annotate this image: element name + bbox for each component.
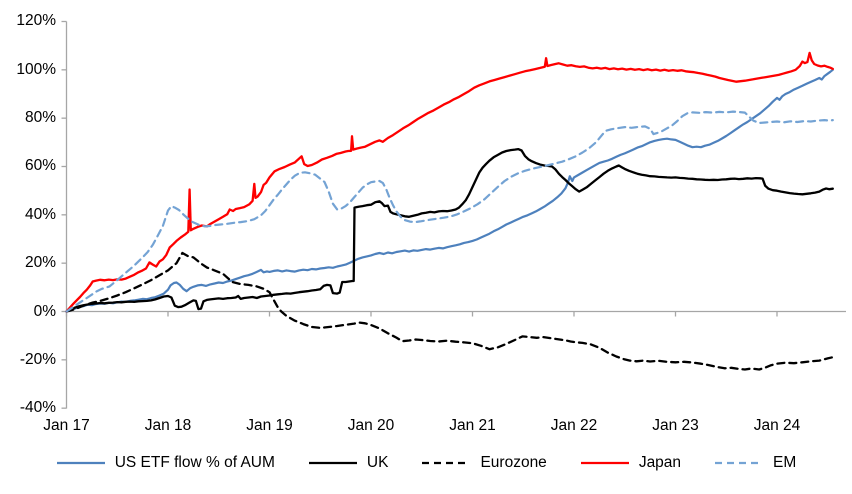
- y-axis-tick-label: -40%: [19, 399, 56, 417]
- y-axis-tick-label: 100%: [16, 60, 56, 78]
- y-axis-tick-label: 60%: [24, 157, 56, 175]
- x-axis-tick-label: Jan 18: [144, 417, 192, 434]
- x-axis-tick-label: Jan 19: [246, 417, 293, 434]
- legend-line-em: [715, 461, 764, 465]
- legend-label-japan: Japan: [638, 454, 682, 471]
- series-line-em: [65, 110, 834, 313]
- x-axis-tick-label: Jan 24: [753, 417, 801, 434]
- legend-line-us: [56, 461, 105, 465]
- y-axis-tick-label: 0%: [33, 302, 56, 320]
- legend-item-eurozone: Eurozone: [421, 453, 547, 473]
- x-axis-tick-label: Jan 23: [652, 417, 699, 434]
- x-axis-tick-label: Jan 20: [347, 417, 395, 434]
- y-axis-tick-label: 80%: [24, 109, 56, 127]
- y-axis-tick-label: 120%: [16, 12, 56, 30]
- legend-line-eurozone: [422, 461, 471, 465]
- legend-label-eurozone: Eurozone: [480, 454, 547, 471]
- chart-legend: US ETF flow % of AUM UK Eurozone Japan E…: [0, 453, 852, 473]
- y-axis-tick-label: 40%: [24, 205, 56, 223]
- x-axis-tick-label: Jan 17: [43, 417, 90, 434]
- legend-item-japan: Japan: [580, 453, 681, 473]
- series-line-japan: [65, 51, 834, 313]
- legend-item-uk: UK: [308, 453, 389, 473]
- legend-line-japan: [580, 461, 629, 465]
- legend-item-us-etf-flow: US ETF flow % of AUM: [56, 453, 275, 473]
- legend-label-em: EM: [773, 454, 797, 471]
- legend-label-us-etf-flow: US ETF flow % of AUM: [114, 454, 275, 471]
- legend-line-uk: [308, 461, 357, 465]
- y-axis-tick-label: -20%: [19, 350, 56, 368]
- series-line-uk: [65, 147, 834, 313]
- x-axis-tick-label: Jan 22: [550, 417, 598, 434]
- x-axis-tick-label: Jan 21: [449, 417, 496, 434]
- series-line-us-etf-flow-of-aum: [65, 68, 834, 313]
- legend-item-em: EM: [714, 453, 796, 473]
- y-axis-tick-label: 20%: [24, 254, 56, 272]
- legend-label-uk: UK: [366, 454, 389, 471]
- series-line-eurozone: [65, 251, 834, 371]
